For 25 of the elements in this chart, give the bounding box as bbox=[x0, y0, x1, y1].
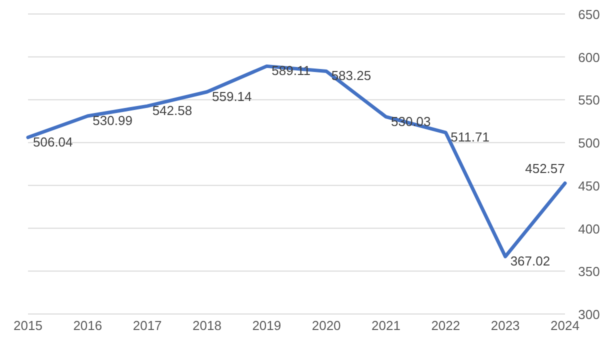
x-tick-label: 2015 bbox=[14, 318, 42, 333]
data-label: 511.71 bbox=[450, 130, 490, 145]
y-tick-label: 650 bbox=[578, 7, 600, 22]
y-tick-label: 550 bbox=[578, 92, 600, 108]
x-tick-label: 2017 bbox=[132, 318, 162, 333]
x-tick-label: 2024 bbox=[550, 318, 580, 333]
x-tick-label: 2022 bbox=[431, 318, 460, 333]
x-tick-label: 2020 bbox=[312, 318, 341, 333]
y-tick-label: 600 bbox=[578, 50, 600, 65]
data-label: 506.04 bbox=[33, 134, 73, 150]
data-label: 367.02 bbox=[510, 254, 550, 269]
y-tick-label: 400 bbox=[578, 221, 600, 236]
y-tick-label: 500 bbox=[578, 136, 600, 151]
x-tick-label: 2019 bbox=[252, 318, 282, 333]
data-label: 559.14 bbox=[212, 88, 252, 104]
x-tick-label: 2021 bbox=[372, 318, 400, 333]
x-tick-label: 2016 bbox=[73, 318, 102, 333]
data-label: 530.99 bbox=[92, 113, 132, 128]
y-tick-label: 300 bbox=[578, 307, 600, 322]
y-tick-label: 450 bbox=[578, 178, 600, 194]
x-tick-label: 2018 bbox=[192, 318, 222, 333]
data-label: 542.58 bbox=[152, 103, 192, 118]
data-label: 452.57 bbox=[525, 161, 565, 176]
y-tick-label: 350 bbox=[578, 264, 600, 280]
x-tick-label: 2023 bbox=[490, 318, 520, 333]
